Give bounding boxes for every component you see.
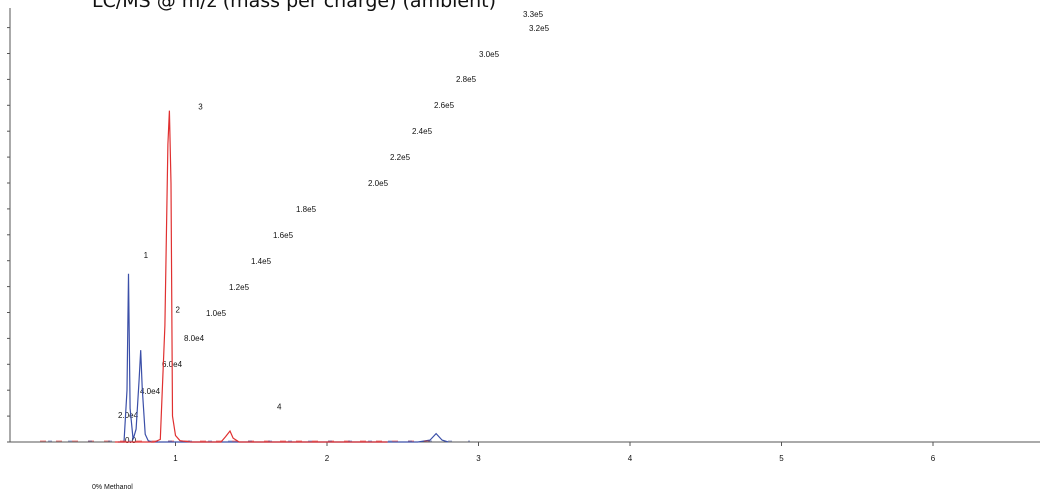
peak-label-3: 3 [198, 102, 203, 111]
series-line-1 [117, 273, 449, 443]
peak-label-1: 1 [144, 251, 149, 260]
peak-labels: 1 2 3 4 [144, 102, 282, 411]
y-tick-label: 3.2e5 [529, 24, 550, 33]
x-tick-label: 1 [173, 454, 178, 463]
series-traces [40, 110, 470, 443]
y-tick-label: 1.8e5 [296, 205, 317, 214]
y-tick-label: 8.0e4 [184, 334, 205, 343]
series-line-2 [114, 110, 388, 443]
peak-label-4: 4 [277, 403, 282, 412]
y-tick-label: 1.2e5 [229, 283, 250, 292]
x-tick-label: 5 [779, 454, 784, 463]
y-tick-label: 2.0e5 [368, 179, 389, 188]
y-tick-label: 1.6e5 [273, 231, 294, 240]
y-tick-label: 2.8e5 [456, 75, 477, 84]
y-tick-label: 4.0e4 [140, 387, 161, 396]
x-tick-label: 4 [628, 454, 633, 463]
y-tick-labels: 0.02.0e44.0e46.0e48.0e41.0e51.2e51.4e51.… [118, 10, 550, 445]
chart-title: LC/MS @ m/z (mass per charge) (ambient) [92, 0, 496, 12]
x-tick-label: 6 [931, 454, 936, 463]
axes [7, 8, 1040, 443]
y-tick-label: 3.0e5 [479, 50, 500, 59]
y-tick-label: 3.3e5 [523, 10, 544, 19]
peak-label-2: 2 [176, 306, 181, 315]
y-tick-label: 2.6e5 [434, 101, 455, 110]
x-tick-labels: 1 2 3 4 5 6 [173, 442, 936, 463]
y-tick-label: 2.0e4 [118, 411, 139, 420]
solvent-label: 0% Methanol [92, 484, 133, 491]
y-tick-label: 1.4e5 [251, 257, 272, 266]
x-tick-label: 3 [476, 454, 481, 463]
y-tick-label: 2.4e5 [412, 127, 433, 136]
y-tick-label: 2.2e5 [390, 153, 411, 162]
x-tick-label: 2 [325, 454, 330, 463]
y-tick-label: 1.0e5 [206, 309, 227, 318]
